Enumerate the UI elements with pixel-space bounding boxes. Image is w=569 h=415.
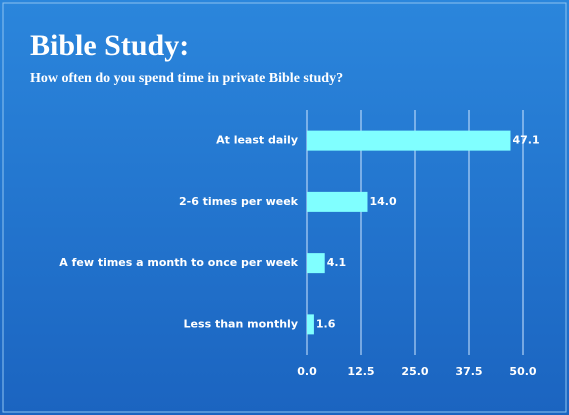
x-tick-label: 37.5 — [455, 365, 482, 378]
bar — [307, 253, 325, 274]
bar — [307, 130, 511, 151]
value-label: 47.1 — [512, 134, 539, 147]
x-tick-label: 50.0 — [509, 365, 536, 378]
bar — [307, 314, 314, 335]
y-tick-label: 2-6 times per week — [179, 195, 299, 208]
value-label: 4.1 — [327, 256, 347, 269]
bar — [307, 191, 368, 212]
y-tick-label: Less than monthly — [184, 317, 298, 330]
x-tick-label: 0.0 — [297, 365, 317, 378]
x-tick-label: 12.5 — [347, 365, 374, 378]
value-label: 1.6 — [316, 317, 336, 330]
y-tick-label: At least daily — [216, 134, 298, 147]
chart-subtitle: How often do you spend time in private B… — [30, 71, 343, 86]
value-label: 14.0 — [369, 195, 396, 208]
x-tick-label: 25.0 — [401, 365, 428, 378]
y-tick-label: A few times a month to once per week — [59, 256, 298, 269]
chart-title: Bible Study: — [30, 29, 189, 62]
